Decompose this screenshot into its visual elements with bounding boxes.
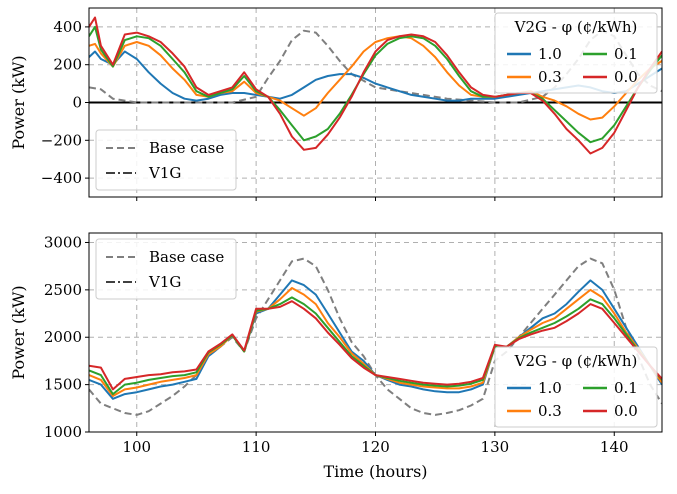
y-tick-label: 3000: [44, 233, 82, 251]
legend-entry-label: 0.1: [614, 379, 638, 397]
legend-entry-label: 0.3: [538, 402, 562, 420]
y-tick-label: −200: [41, 131, 82, 149]
legend-entry-label: 0.3: [538, 68, 562, 86]
y-tick-label: 2000: [44, 328, 82, 346]
bottom-panel: 100 110 120 130 140 1000 1500 2000 2500 3000 Power…: [9, 232, 663, 481]
legend-entry-label: V1G: [148, 273, 181, 291]
y-tick-label: −400: [41, 169, 82, 187]
x-tick-label: 100: [122, 438, 151, 456]
series-line-0-1: [89, 25, 662, 144]
legend-entry-label: 0.0: [614, 402, 638, 420]
series-line-0-3: [89, 35, 662, 121]
legend-entry-label: 1.0: [538, 45, 562, 63]
legend-title: V2G - φ (¢/kWh): [514, 352, 638, 370]
y-tick-label: 400: [53, 18, 82, 36]
legend-entry-label: 1.0: [538, 379, 562, 397]
x-tick-label: 120: [361, 438, 390, 456]
top-panel: −400 −200 0 200 400 Power (kW) V2G - φ (¢/kWh)…: [9, 7, 663, 201]
y-axis-label: Power (kW): [9, 285, 28, 379]
x-tick-label: 110: [242, 438, 271, 456]
y-tick-label: 1000: [44, 423, 82, 441]
y-tick-label: 200: [53, 56, 82, 74]
x-tick-label: 140: [600, 438, 629, 456]
legend-entry-label: 0.0: [614, 68, 638, 86]
y-tick-label: 1500: [44, 376, 82, 394]
legend-entry-label: Base case: [149, 139, 224, 157]
y-tick-label: 2500: [44, 281, 82, 299]
legend-base: Base case V1G: [95, 129, 237, 191]
series-line-0-0: [89, 300, 662, 391]
legend-entry-label: V1G: [148, 164, 181, 182]
x-tick-label: 130: [481, 438, 510, 456]
legend-v2g: V2G - φ (¢/kWh) 1.0 0.1 0.3 0.0: [494, 346, 658, 428]
y-axis-label: Power (kW): [9, 55, 28, 149]
legend-title: V2G - φ (¢/kWh): [514, 18, 638, 36]
legend-entry-label: 0.1: [614, 45, 638, 63]
legend-v2g: V2G - φ (¢/kWh) 1.0 0.1 0.3 0.0: [494, 12, 658, 94]
legend-entry-label: Base case: [149, 248, 224, 266]
series-line-0-0: [89, 16, 662, 155]
x-axis-label: Time (hours): [323, 462, 427, 481]
y-tick-label: 0: [72, 94, 82, 112]
legend-base: Base case V1G: [95, 238, 237, 300]
